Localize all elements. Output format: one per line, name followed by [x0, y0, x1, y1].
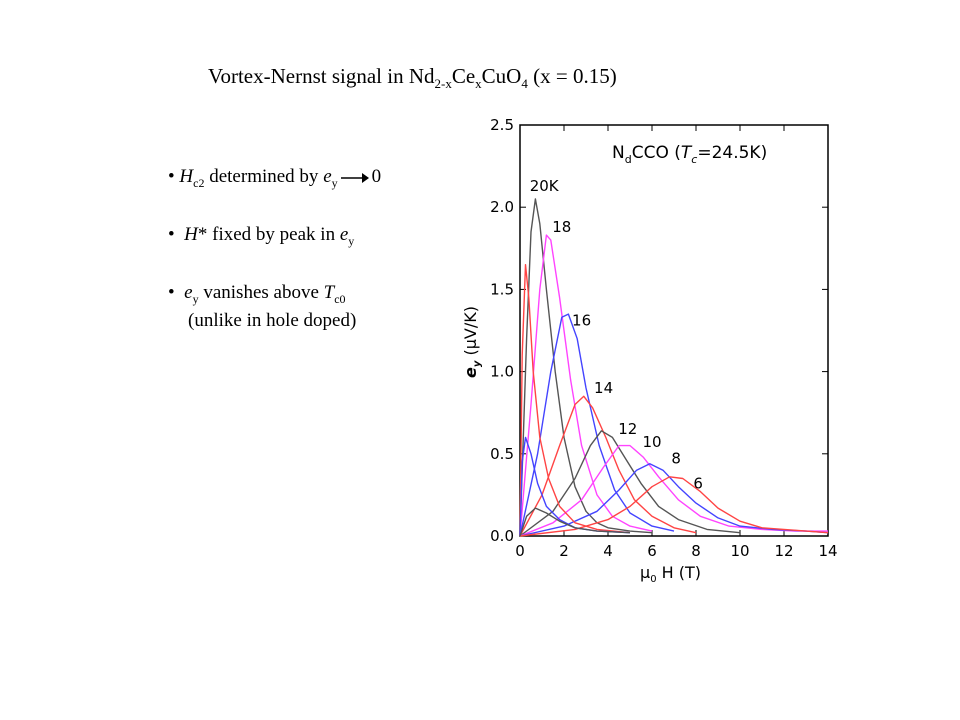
x-axis-label: μ0 H (T) [640, 563, 701, 585]
curve-label: 12 [618, 420, 637, 438]
curve-label: 18 [552, 218, 571, 236]
chart-title-text: N [612, 143, 625, 163]
title-text: CuO [481, 64, 522, 88]
x-axis-label-subscript: 0 [650, 574, 656, 585]
right-arrow-icon [340, 172, 369, 183]
chart-title-text: =24.5K) [697, 143, 767, 163]
x-tick-label: 4 [603, 542, 613, 560]
subscript: y [192, 291, 199, 306]
bullet-text: (unlike in hole doped) [188, 310, 357, 331]
y-tick-label: 2.0 [490, 198, 514, 216]
chart-title-subscript: d [625, 153, 632, 166]
x-axis-label-text: H (T) [657, 563, 701, 582]
series-line-12 [519, 430, 741, 537]
y-axis-label-subscript: y [472, 360, 483, 367]
bullet-text: vanishes above [198, 282, 324, 303]
chart-title: NdCCO (Tc=24.5K) [612, 143, 767, 166]
series-line-extra-10 [519, 507, 631, 537]
symbol-e: e [339, 224, 349, 245]
x-tick-label: 2 [559, 542, 569, 560]
chart-title-subscript: c [691, 153, 697, 166]
chart-title-symbol: T [681, 143, 693, 163]
series-line-16 [519, 313, 675, 537]
series-line-extra-8 [519, 263, 631, 537]
curve-label: 14 [594, 379, 613, 397]
bullet-ey-continuation: (unlike in hole doped) [188, 310, 356, 332]
x-axis-label-text: μ [640, 563, 650, 582]
symbol-e: e [184, 282, 193, 303]
title-text: Vortex-Nernst signal in Nd [208, 64, 435, 88]
bullet-text: * fixed by peak in [197, 224, 340, 245]
bullet-mark: • [168, 224, 175, 245]
series-line-6 [519, 476, 829, 537]
symbol-t: T [323, 282, 335, 303]
series-line-20k [519, 198, 653, 537]
bullet-text: 0 [371, 166, 382, 187]
plot-area: 0 2 4 6 8 10 12 140.00.51.01.52.02.520K18161412… [490, 116, 837, 560]
curve-label: 16 [572, 312, 591, 330]
curve-label: 20K [530, 177, 560, 195]
series-line-14 [519, 395, 697, 537]
nernst-chart: 0 2 4 6 8 10 12 140.00.51.01.52.02.520K18161412… [461, 116, 838, 585]
plot-frame [519, 124, 829, 537]
y-tick-label: 1.5 [490, 280, 514, 298]
bullet-text: determined by [204, 166, 324, 187]
title-subscript: 4 [521, 76, 528, 92]
title-text: Ce [451, 64, 476, 88]
y-tick-label: 0.0 [490, 527, 514, 545]
bullet-ey: • ey vanishes above Tc0 [168, 282, 346, 307]
subscript: y [348, 233, 355, 248]
x-tick-label: 12 [774, 542, 793, 560]
y-axis-label-text: (μV/K) [461, 306, 480, 361]
subscript: c2 [193, 175, 205, 190]
title-subscript: x [475, 76, 482, 92]
symbol-h: H [179, 166, 194, 187]
y-tick-label: 0.5 [490, 445, 514, 463]
subscript: c0 [334, 291, 346, 306]
y-tick-label: 2.5 [490, 116, 514, 134]
x-tick-label: 14 [818, 542, 837, 560]
subscript: y [331, 175, 338, 190]
series-line-8 [519, 463, 829, 537]
y-axis-label: ey (μV/K) [461, 306, 483, 378]
curve-label: 6 [693, 474, 703, 492]
chart-title-text: CCO ( [632, 143, 681, 163]
symbol-h: H [184, 224, 198, 245]
bullet-mark: • [168, 282, 175, 303]
curve-label: 8 [671, 450, 681, 468]
x-tick-label: 0 [515, 542, 525, 560]
symbol-e: e [323, 166, 332, 187]
title-text: (x = 0.15) [527, 64, 617, 88]
series-line-10 [519, 444, 828, 537]
x-tick-label: 6 [647, 542, 657, 560]
x-tick-label: 8 [691, 542, 701, 560]
bullet-hc2: • Hc2 determined by ey 0 [168, 166, 381, 191]
x-tick-label: 10 [730, 542, 749, 560]
bullet-mark: • [168, 166, 175, 187]
y-axis-label-symbol: e [461, 367, 480, 378]
series-line-18 [519, 234, 653, 537]
bullet-hstar: • H* fixed by peak in ey [168, 224, 354, 249]
title-subscript: 2-x [434, 76, 452, 92]
slide-title: Vortex-Nernst signal in Nd2-xCexCuO4 (x … [208, 64, 617, 92]
curve-label: 10 [642, 433, 661, 451]
y-tick-label: 1.0 [490, 363, 514, 381]
